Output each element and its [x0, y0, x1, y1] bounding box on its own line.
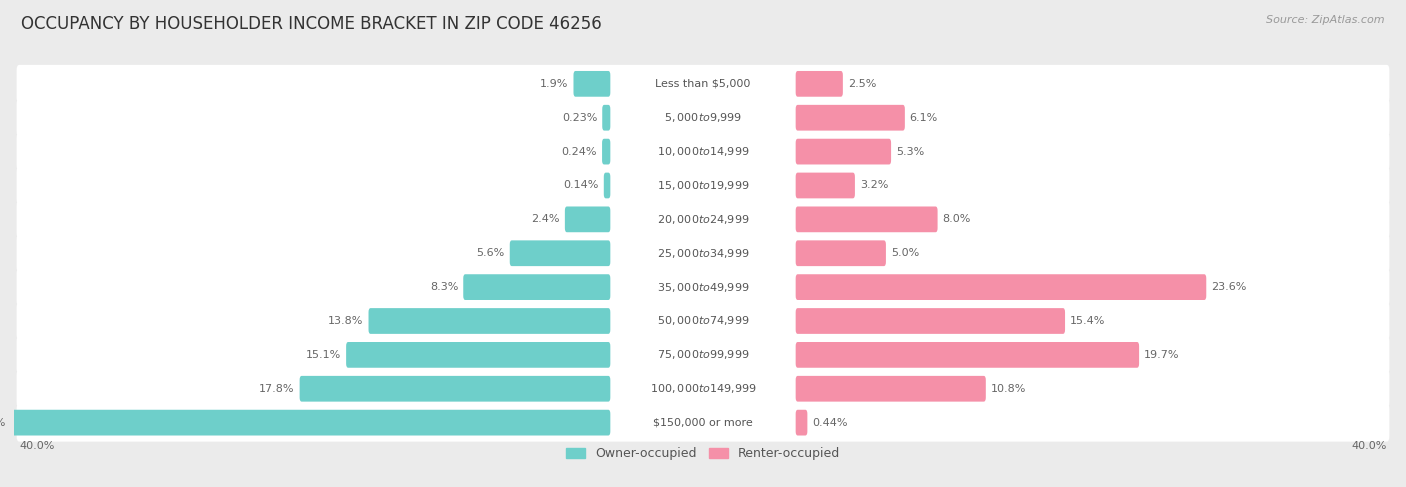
- FancyBboxPatch shape: [17, 404, 1389, 442]
- Text: 3.2%: 3.2%: [859, 181, 889, 190]
- Text: 34.6%: 34.6%: [0, 418, 6, 428]
- FancyBboxPatch shape: [796, 139, 891, 165]
- FancyBboxPatch shape: [602, 105, 610, 131]
- Text: 2.5%: 2.5%: [848, 79, 876, 89]
- Text: 23.6%: 23.6%: [1211, 282, 1247, 292]
- Legend: Owner-occupied, Renter-occupied: Owner-occupied, Renter-occupied: [561, 442, 845, 465]
- FancyBboxPatch shape: [565, 206, 610, 232]
- Text: 40.0%: 40.0%: [20, 441, 55, 451]
- FancyBboxPatch shape: [17, 370, 1389, 408]
- Text: 0.44%: 0.44%: [813, 418, 848, 428]
- FancyBboxPatch shape: [17, 336, 1389, 374]
- Text: 17.8%: 17.8%: [259, 384, 295, 394]
- FancyBboxPatch shape: [17, 99, 1389, 137]
- Text: 40.0%: 40.0%: [1351, 441, 1386, 451]
- FancyBboxPatch shape: [17, 132, 1389, 170]
- FancyBboxPatch shape: [17, 268, 1389, 306]
- FancyBboxPatch shape: [603, 172, 610, 198]
- FancyBboxPatch shape: [17, 167, 1389, 205]
- FancyBboxPatch shape: [796, 410, 807, 435]
- Text: 5.3%: 5.3%: [896, 147, 924, 157]
- FancyBboxPatch shape: [796, 241, 886, 266]
- Text: $150,000 or more: $150,000 or more: [654, 418, 752, 428]
- Text: 19.7%: 19.7%: [1144, 350, 1180, 360]
- Text: 0.23%: 0.23%: [562, 112, 598, 123]
- Text: $100,000 to $149,999: $100,000 to $149,999: [650, 382, 756, 395]
- Text: $15,000 to $19,999: $15,000 to $19,999: [657, 179, 749, 192]
- Text: 5.0%: 5.0%: [891, 248, 920, 258]
- Text: $50,000 to $74,999: $50,000 to $74,999: [657, 315, 749, 327]
- Text: $5,000 to $9,999: $5,000 to $9,999: [664, 111, 742, 124]
- Text: $75,000 to $99,999: $75,000 to $99,999: [657, 348, 749, 361]
- FancyBboxPatch shape: [796, 376, 986, 402]
- FancyBboxPatch shape: [796, 308, 1064, 334]
- Text: $25,000 to $34,999: $25,000 to $34,999: [657, 247, 749, 260]
- FancyBboxPatch shape: [796, 206, 938, 232]
- Text: 6.1%: 6.1%: [910, 112, 938, 123]
- Text: 0.14%: 0.14%: [564, 181, 599, 190]
- FancyBboxPatch shape: [17, 302, 1389, 340]
- Text: 5.6%: 5.6%: [477, 248, 505, 258]
- Text: $20,000 to $24,999: $20,000 to $24,999: [657, 213, 749, 226]
- FancyBboxPatch shape: [10, 410, 610, 435]
- FancyBboxPatch shape: [796, 342, 1139, 368]
- Text: 10.8%: 10.8%: [991, 384, 1026, 394]
- FancyBboxPatch shape: [17, 234, 1389, 272]
- FancyBboxPatch shape: [796, 172, 855, 198]
- Text: Source: ZipAtlas.com: Source: ZipAtlas.com: [1267, 15, 1385, 25]
- FancyBboxPatch shape: [796, 71, 842, 97]
- Text: 2.4%: 2.4%: [531, 214, 560, 225]
- Text: OCCUPANCY BY HOUSEHOLDER INCOME BRACKET IN ZIP CODE 46256: OCCUPANCY BY HOUSEHOLDER INCOME BRACKET …: [21, 15, 602, 33]
- Text: $10,000 to $14,999: $10,000 to $14,999: [657, 145, 749, 158]
- Text: Less than $5,000: Less than $5,000: [655, 79, 751, 89]
- Text: 13.8%: 13.8%: [329, 316, 364, 326]
- FancyBboxPatch shape: [602, 139, 610, 165]
- FancyBboxPatch shape: [796, 274, 1206, 300]
- FancyBboxPatch shape: [574, 71, 610, 97]
- Text: $35,000 to $49,999: $35,000 to $49,999: [657, 281, 749, 294]
- FancyBboxPatch shape: [17, 200, 1389, 238]
- FancyBboxPatch shape: [796, 105, 905, 131]
- FancyBboxPatch shape: [463, 274, 610, 300]
- Text: 15.1%: 15.1%: [307, 350, 342, 360]
- FancyBboxPatch shape: [17, 65, 1389, 103]
- FancyBboxPatch shape: [368, 308, 610, 334]
- Text: 15.4%: 15.4%: [1070, 316, 1105, 326]
- Text: 8.3%: 8.3%: [430, 282, 458, 292]
- FancyBboxPatch shape: [346, 342, 610, 368]
- FancyBboxPatch shape: [299, 376, 610, 402]
- Text: 0.24%: 0.24%: [562, 147, 598, 157]
- Text: 1.9%: 1.9%: [540, 79, 568, 89]
- FancyBboxPatch shape: [510, 241, 610, 266]
- Text: 8.0%: 8.0%: [942, 214, 970, 225]
